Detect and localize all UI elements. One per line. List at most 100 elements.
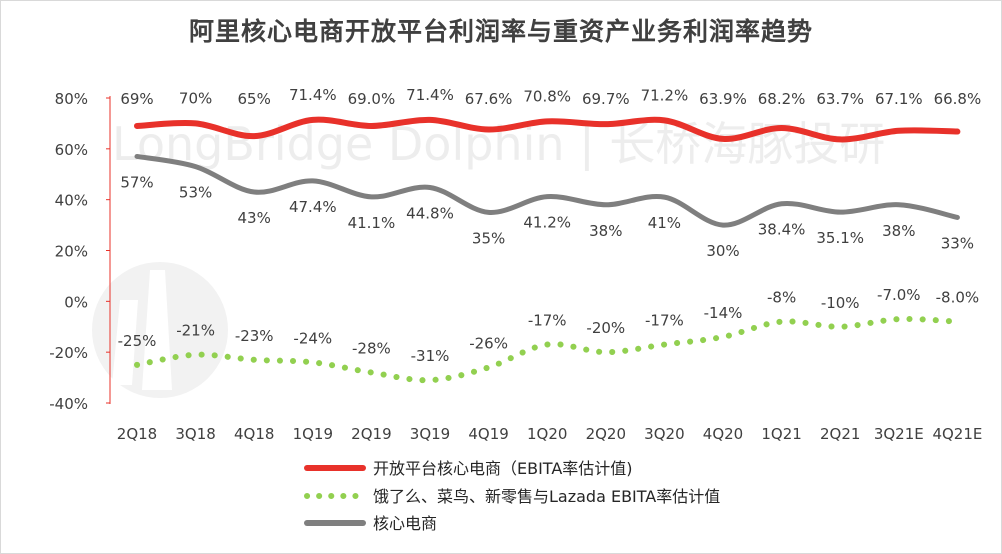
data-point — [312, 180, 313, 181]
data-point — [840, 212, 841, 213]
data-label: -8% — [767, 289, 796, 307]
y-tick-label: 40% — [55, 192, 88, 210]
y-tick-label: 80% — [55, 90, 88, 108]
data-label: -24% — [293, 329, 332, 347]
data-point — [195, 123, 196, 124]
data-label: -7.0% — [877, 286, 921, 304]
x-tick-label: 3Q20 — [644, 425, 684, 443]
data-point — [488, 212, 489, 213]
data-label: -10% — [821, 294, 860, 312]
data-label: 35.1% — [816, 229, 864, 247]
data-point — [430, 119, 431, 120]
data-point — [664, 197, 665, 198]
data-label: 66.8% — [934, 90, 982, 108]
data-label: -8.0% — [936, 289, 980, 307]
data-label: -17% — [645, 312, 684, 330]
data-label: -17% — [528, 312, 567, 330]
data-point — [723, 225, 724, 226]
data-label: 41.2% — [523, 214, 571, 232]
data-point — [840, 139, 841, 140]
data-point — [898, 130, 899, 131]
data-label: 70.8% — [523, 87, 571, 105]
data-label: 41.1% — [348, 214, 396, 232]
data-label: 41% — [648, 214, 681, 232]
data-label: -26% — [469, 334, 508, 352]
data-point — [312, 119, 313, 120]
x-tick-label: 1Q19 — [293, 425, 333, 443]
x-tick-label: 4Q21E — [932, 425, 982, 443]
data-point — [547, 121, 548, 122]
x-tick-label: 1Q20 — [527, 425, 567, 443]
data-point — [254, 136, 255, 137]
data-point — [312, 362, 313, 363]
data-point — [254, 359, 255, 360]
data-point — [371, 125, 372, 126]
watermark-logo-mark — [112, 300, 138, 385]
data-point — [371, 196, 372, 197]
data-point — [137, 156, 138, 157]
data-label: 38% — [589, 222, 622, 240]
data-point — [430, 380, 431, 381]
x-tick-label: 3Q18 — [175, 425, 215, 443]
y-tick-label: 20% — [55, 243, 88, 261]
data-label: -14% — [704, 304, 743, 322]
data-label: 68.2% — [758, 90, 806, 108]
data-point — [957, 131, 958, 132]
data-label: 38.4% — [758, 221, 806, 239]
data-label: -20% — [586, 319, 625, 337]
data-point — [664, 120, 665, 121]
data-label: -25% — [118, 332, 157, 350]
x-tick-label: 2Q18 — [117, 425, 157, 443]
x-tick-label: 2Q19 — [351, 425, 391, 443]
data-point — [605, 352, 606, 353]
data-label: 70% — [179, 89, 212, 107]
series-line — [134, 116, 961, 143]
data-point — [371, 372, 372, 373]
y-tick-label: 0% — [64, 293, 88, 311]
data-label: 30% — [706, 242, 739, 260]
data-label: 69% — [120, 90, 153, 108]
data-point — [430, 187, 431, 188]
x-tick-label: 3Q21E — [874, 425, 924, 443]
data-point — [898, 319, 899, 320]
data-label: 69.0% — [348, 90, 396, 108]
data-point — [137, 125, 138, 126]
x-tick-label: 4Q19 — [468, 425, 508, 443]
data-label: 38% — [882, 222, 915, 240]
data-label: -31% — [411, 347, 450, 365]
data-point — [605, 204, 606, 205]
data-point — [898, 204, 899, 205]
data-point — [957, 217, 958, 218]
data-label: 71.2% — [641, 86, 689, 104]
series-line — [134, 315, 961, 384]
data-label: 67.6% — [465, 90, 513, 108]
data-point — [488, 129, 489, 130]
data-label: 43% — [238, 209, 271, 227]
data-point — [137, 364, 138, 365]
data-label: 44.8% — [406, 204, 454, 222]
data-point — [605, 124, 606, 125]
x-tick-label: 3Q19 — [410, 425, 450, 443]
data-label: 65% — [238, 90, 271, 108]
data-point — [781, 203, 782, 204]
data-point — [195, 354, 196, 355]
legend-label: 核心电商 — [373, 514, 437, 533]
y-tick-label: -40% — [49, 395, 88, 413]
data-point — [723, 336, 724, 337]
data-point — [547, 344, 548, 345]
data-point — [723, 138, 724, 139]
data-label: 63.9% — [699, 90, 747, 108]
data-label: 67.1% — [875, 90, 923, 108]
data-point — [547, 196, 548, 197]
data-label: 57% — [120, 173, 153, 191]
data-point — [664, 344, 665, 345]
legend-label: 开放平台核心电商（EBITA率估计值) — [373, 459, 633, 478]
x-tick-label: 1Q21 — [761, 425, 801, 443]
data-point — [195, 166, 196, 167]
data-point — [781, 321, 782, 322]
data-label: 35% — [472, 229, 505, 247]
legend-label: 饿了么、菜鸟、新零售与Lazada EBITA率估计值 — [373, 487, 720, 506]
data-point — [957, 321, 958, 322]
x-tick-label: 2Q21 — [820, 425, 860, 443]
